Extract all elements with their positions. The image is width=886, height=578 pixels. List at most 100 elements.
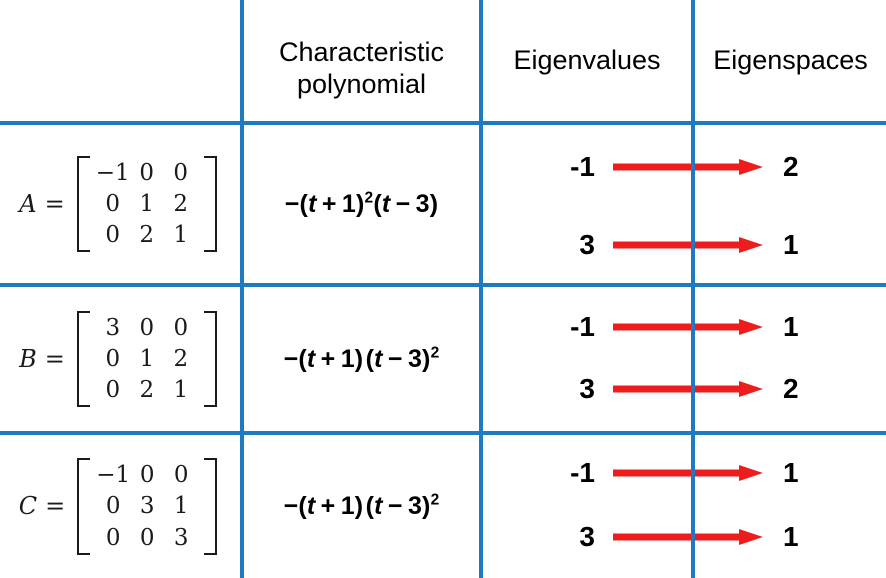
left-bracket-icon xyxy=(76,310,90,408)
matrix-grid-b: 3 0 0 0 1 2 0 2 1 xyxy=(90,309,204,409)
matrix-entry: −1 xyxy=(95,159,130,186)
eigenspace-dimension: 1 xyxy=(783,457,799,488)
row-divider-a-b xyxy=(0,283,886,287)
characteristic-polynomial-cell-c: −(t + 1) (t − 3)2 xyxy=(244,435,479,578)
eigenspace-dimension: 1 xyxy=(783,311,799,342)
arrow-right-icon xyxy=(613,381,763,397)
matrix-label-b: B xyxy=(19,344,37,373)
matrix-label-a: A xyxy=(19,189,37,218)
eigenspace-dimension: 2 xyxy=(783,373,799,404)
arrow-right-icon xyxy=(613,465,763,481)
eigen-mapping-cell-a: -1 2 3 1 xyxy=(483,125,886,283)
arrow-right-icon xyxy=(613,159,763,175)
row-divider-b-c xyxy=(0,431,886,435)
eigenvalue-value: -1 xyxy=(570,457,595,488)
eigenspace-dimension: 1 xyxy=(783,229,799,260)
arrow-right-icon xyxy=(613,319,763,335)
matrix-entry: 1 xyxy=(173,493,189,520)
matrix-entry: 3 xyxy=(139,493,155,520)
column-header-matrix xyxy=(0,0,240,121)
eigen-mapping-row: 3 1 xyxy=(483,225,886,265)
eigen-mapping-row: 3 2 xyxy=(483,369,886,409)
matrix-entry: 3 xyxy=(173,524,189,551)
matrix-entry: 2 xyxy=(173,190,189,217)
matrix-entry: 0 xyxy=(139,314,155,341)
matrix-entry: 2 xyxy=(139,222,155,249)
matrix-expression-a: A = −1 0 0 0 1 2 0 2 1 xyxy=(19,154,217,254)
eigen-mapping-wrap-a: -1 2 3 1 xyxy=(483,125,886,283)
matrix-expression-c: C = −1 0 0 0 3 1 0 0 3 xyxy=(18,456,218,556)
matrix-entry: 1 xyxy=(173,377,189,404)
eigen-mapping-cell-b: -1 1 3 2 xyxy=(483,287,886,431)
eigenspace-dimension: 2 xyxy=(783,151,799,182)
matrix-entry: 3 xyxy=(105,314,121,341)
characteristic-polynomial-c: −(t + 1) (t − 3)2 xyxy=(283,491,440,520)
eigen-mapping-cell-c: -1 1 3 1 xyxy=(483,435,886,578)
matrix-cell-b: B = 3 0 0 0 1 2 0 2 1 xyxy=(0,287,240,431)
eigen-mapping-row: -1 1 xyxy=(483,307,886,347)
characteristic-polynomial-cell-a: −(t + 1)2(t − 3) xyxy=(244,125,479,283)
matrix-entry: 2 xyxy=(139,377,155,404)
column-divider-3 xyxy=(691,0,695,578)
eigenvalue-value: -1 xyxy=(570,311,595,342)
column-divider-2 xyxy=(479,0,483,578)
matrix-grid-a: −1 0 0 0 1 2 0 2 1 xyxy=(90,154,204,254)
column-header-eigenvalues: Eigenvalues xyxy=(483,0,691,121)
equals-sign-b: = xyxy=(44,344,65,373)
characteristic-polynomial-cell-b: −(t + 1) (t − 3)2 xyxy=(244,287,479,431)
matrix-entry: 1 xyxy=(139,190,155,217)
column-header-charpoly-text: Characteristic polynomial xyxy=(279,37,444,101)
eigenspace-dimension: 1 xyxy=(783,521,799,552)
equals-sign-a: = xyxy=(44,189,65,218)
column-header-eigenspaces: Eigenspaces xyxy=(695,0,886,121)
matrix-entry: 0 xyxy=(105,190,121,217)
column-header-characteristic-polynomial: Characteristic polynomial xyxy=(244,0,479,129)
column-header-eigenspaces-label: Eigenspaces xyxy=(713,44,868,75)
matrix-entry: 0 xyxy=(173,314,189,341)
matrix-entry: −1 xyxy=(96,462,131,489)
eigenvalue-value: 3 xyxy=(579,229,595,260)
table-row: C = −1 0 0 0 3 1 0 0 3 −(t + 1) (t − 3)2 xyxy=(0,435,886,578)
right-bracket-icon xyxy=(203,155,217,253)
eigenvalue-value: 3 xyxy=(579,373,595,404)
eigenvalue-value: 3 xyxy=(579,521,595,552)
matrix-entry: 0 xyxy=(173,159,189,186)
matrix-entry: 0 xyxy=(105,222,121,249)
matrix-entry: 0 xyxy=(139,462,155,489)
eigen-mapping-row: -1 2 xyxy=(483,147,886,187)
matrix-entry: 0 xyxy=(139,524,155,551)
eigen-mapping-wrap-b: -1 1 3 2 xyxy=(483,287,886,431)
matrix-label-c: C xyxy=(18,492,38,521)
characteristic-polynomial-b: −(t + 1) (t − 3)2 xyxy=(283,344,440,373)
matrix-grid-c: −1 0 0 0 3 1 0 0 3 xyxy=(90,456,204,556)
table-row: B = 3 0 0 0 1 2 0 2 1 −(t + 1) (t − 3)2 xyxy=(0,287,886,431)
matrix-entry: 0 xyxy=(105,345,121,372)
eigen-mapping-row: -1 1 xyxy=(483,453,886,493)
matrix-entry: 1 xyxy=(173,222,189,249)
matrix-entry: 0 xyxy=(105,493,121,520)
left-bracket-icon xyxy=(77,458,91,555)
right-bracket-icon xyxy=(203,310,217,408)
column-divider-1 xyxy=(240,0,244,578)
matrix-entry: 1 xyxy=(139,345,155,372)
column-header-eigenvalues-label: Eigenvalues xyxy=(513,44,661,75)
eigen-mapping-row: 3 1 xyxy=(483,517,886,557)
equals-sign-c: = xyxy=(45,492,66,521)
right-bracket-icon xyxy=(204,458,218,555)
header-divider xyxy=(0,121,886,125)
matrix-expression-b: B = 3 0 0 0 1 2 0 2 1 xyxy=(19,309,217,409)
eigen-mapping-wrap-c: -1 1 3 1 xyxy=(483,435,886,578)
matrix-entry: 0 xyxy=(105,377,121,404)
matrix-entry: 2 xyxy=(173,345,189,372)
matrix-cell-c: C = −1 0 0 0 3 1 0 0 3 xyxy=(0,435,240,578)
left-bracket-icon xyxy=(76,155,90,253)
arrow-right-icon xyxy=(613,237,763,253)
arrow-right-icon xyxy=(613,529,763,545)
matrix-entry: 0 xyxy=(139,159,155,186)
table-row: A = −1 0 0 0 1 2 0 2 1 −(t + 1)2(t − 3) xyxy=(0,125,886,283)
eigenvalue-value: -1 xyxy=(570,151,595,182)
matrix-entry: 0 xyxy=(173,462,189,489)
matrix-entry: 0 xyxy=(105,524,121,551)
matrix-cell-a: A = −1 0 0 0 1 2 0 2 1 xyxy=(0,125,240,283)
